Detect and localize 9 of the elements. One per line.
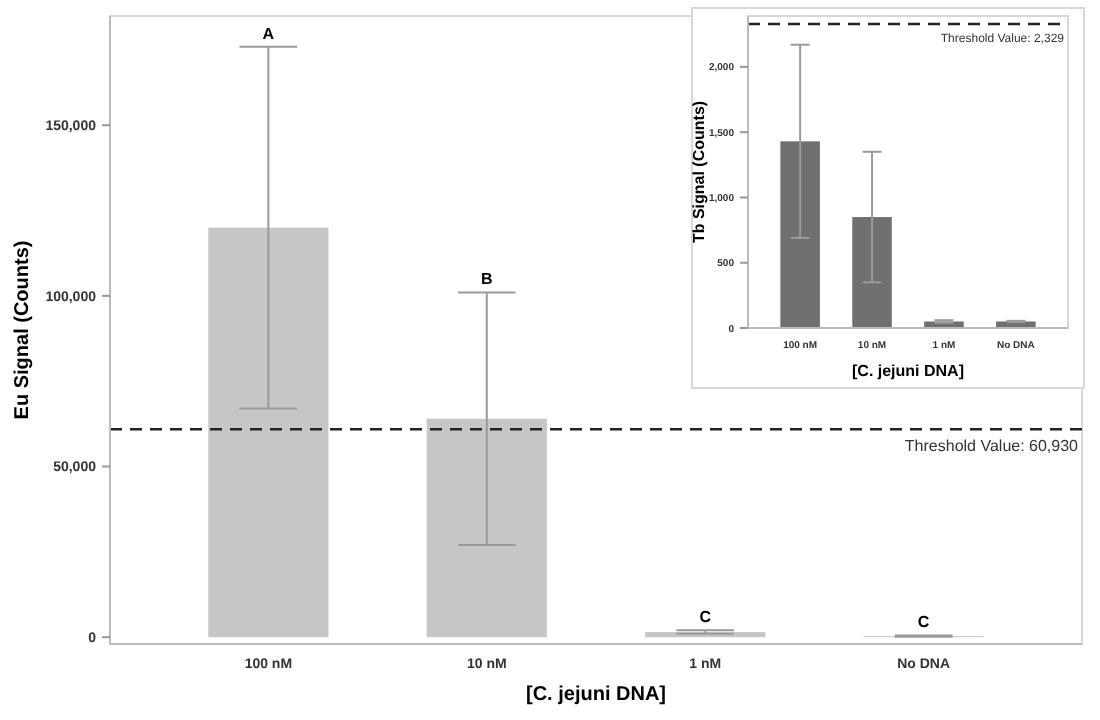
y-axis-title: Eu Signal (Counts) [12,240,34,420]
x-axis-title: [C. jejuni DNA] [852,362,965,380]
x-axis-title: [C. jejuni DNA] [526,684,666,706]
annotation: A [262,24,275,43]
annotation: C [917,613,930,632]
annotation: B [481,270,494,289]
ref-line-label: Threshold Value: 60,930 [904,437,1080,456]
y-axis-title: Tb Signal (Counts) [690,100,708,244]
annotation: C [699,608,712,627]
